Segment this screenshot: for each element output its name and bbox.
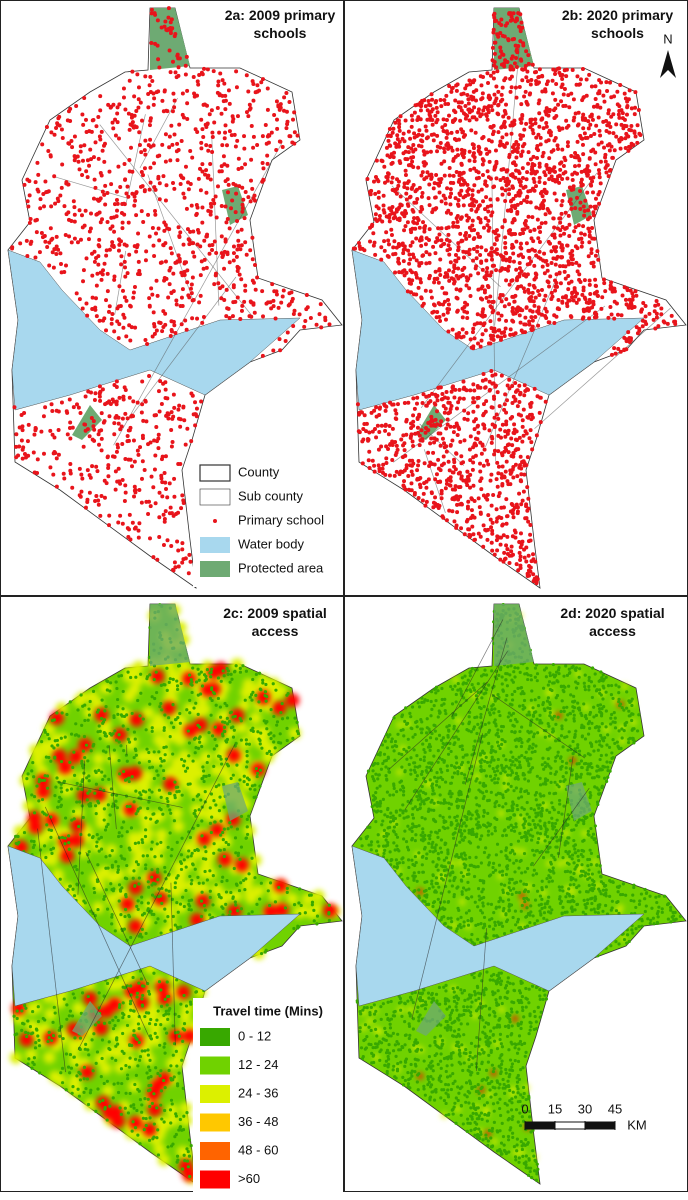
boundary — [170, 882, 176, 1046]
boundary — [37, 828, 66, 1073]
legend-label: 24 - 36 — [238, 1085, 278, 1100]
scale-segment — [554, 1121, 586, 1130]
panel-frame — [0, 596, 344, 1192]
protected-area — [494, 604, 534, 666]
water-body — [351, 249, 645, 411]
water-body — [7, 845, 301, 1007]
legend-label: Primary school — [238, 512, 324, 527]
protected-area — [416, 1001, 446, 1036]
boundary — [52, 175, 129, 199]
legend-label: 36 - 48 — [238, 1114, 278, 1129]
access-good — [12, 603, 331, 1179]
scale-label: 15 — [548, 1101, 562, 1116]
scale-label: 0 — [521, 1101, 528, 1116]
panel-frame — [0, 0, 344, 596]
scale-unit: KM — [627, 1117, 647, 1132]
legend-label: Sub county — [238, 488, 304, 503]
protected-area — [222, 782, 248, 821]
legend-label: 0 - 12 — [238, 1028, 271, 1043]
scale-label: 30 — [578, 1101, 592, 1116]
water-body — [7, 249, 301, 411]
legend-symbol — [200, 1085, 230, 1103]
boundary — [125, 114, 146, 204]
boundary — [451, 619, 504, 718]
legend-label: 12 - 24 — [238, 1057, 278, 1072]
boundary — [404, 651, 508, 811]
legend-label: >60 — [238, 1171, 260, 1186]
boundary — [113, 143, 283, 446]
legend-symbol — [213, 519, 217, 523]
panel-title: 2a: 2009 primary schools — [224, 7, 336, 41]
boundary — [56, 781, 183, 808]
boundary — [77, 760, 86, 895]
scale-segment — [584, 1121, 616, 1130]
boundary — [475, 928, 487, 1072]
boundary — [108, 745, 117, 830]
legend-symbol — [200, 561, 230, 577]
boundary — [558, 756, 574, 858]
north-arrow — [660, 50, 676, 78]
legend-symbol — [200, 1113, 230, 1132]
legend-label: 48 - 60 — [238, 1142, 278, 1157]
protected-area — [150, 8, 190, 70]
legend-symbol — [200, 537, 230, 553]
legend-symbol — [200, 1142, 230, 1160]
schools — [351, 11, 678, 586]
boundary — [128, 276, 237, 420]
legend-symbol — [199, 464, 231, 482]
boundary — [211, 138, 220, 306]
scale-segment — [524, 1121, 556, 1130]
boundary — [533, 787, 590, 867]
panel-title: 2c: 2009 spatial access — [223, 605, 327, 639]
protected-area — [72, 1001, 102, 1036]
boundary — [389, 681, 488, 770]
boundary — [411, 733, 484, 1019]
boundary — [534, 307, 671, 429]
legend-symbol — [200, 1170, 230, 1189]
boundary — [464, 637, 508, 785]
access-mid — [9, 604, 340, 1184]
boundary — [393, 305, 606, 463]
schools — [10, 6, 332, 576]
boundary — [147, 174, 194, 302]
boundary — [85, 851, 148, 984]
legend-title: Travel time (Mins) — [213, 1003, 323, 1018]
legend-label: Protected area — [238, 560, 324, 575]
boundary — [420, 172, 598, 409]
legend-label: County — [238, 464, 280, 479]
legend-label: Water body — [238, 536, 304, 551]
protected-area — [150, 604, 190, 666]
boundary — [77, 743, 236, 1051]
legend-symbol — [200, 1056, 230, 1075]
legend-symbol — [200, 1028, 230, 1046]
north-label: N — [663, 31, 672, 46]
access-poor — [11, 661, 338, 1182]
panel-title: 2b: 2020 primary schools — [561, 7, 674, 41]
protected-area — [72, 405, 102, 440]
boundary — [99, 124, 252, 316]
panel-title: 2d: 2020 spatial access — [560, 605, 665, 639]
boundary — [491, 694, 586, 759]
boundary — [44, 806, 151, 1040]
access-good — [355, 603, 683, 1182]
legend-symbol — [199, 488, 231, 506]
scale-label: 45 — [608, 1101, 622, 1116]
